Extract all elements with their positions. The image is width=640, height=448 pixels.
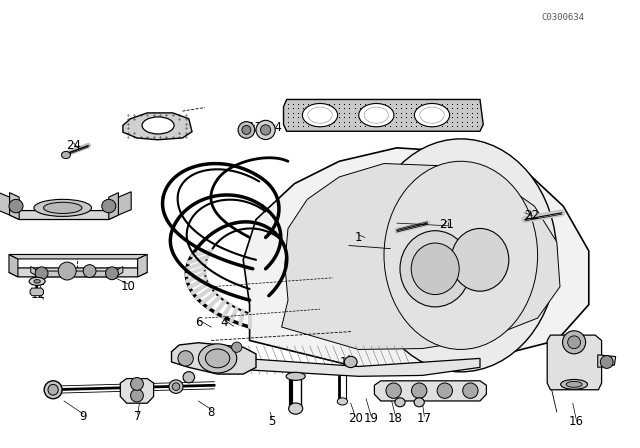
Polygon shape [547, 335, 602, 390]
Text: 14: 14 [268, 121, 283, 134]
Ellipse shape [566, 382, 582, 387]
Text: 3: 3 [155, 125, 163, 139]
Ellipse shape [183, 372, 195, 383]
Ellipse shape [198, 344, 237, 373]
Text: 21: 21 [439, 217, 454, 231]
Ellipse shape [395, 398, 405, 407]
Polygon shape [282, 164, 560, 349]
Polygon shape [374, 381, 486, 401]
Text: 24: 24 [66, 139, 81, 152]
Ellipse shape [44, 202, 82, 214]
Text: 12: 12 [31, 288, 46, 302]
Circle shape [568, 336, 580, 349]
Polygon shape [123, 113, 192, 140]
Circle shape [58, 262, 76, 280]
Ellipse shape [302, 103, 338, 127]
Polygon shape [31, 267, 123, 277]
Text: 1: 1 [355, 231, 362, 244]
Polygon shape [10, 193, 19, 220]
Circle shape [131, 378, 143, 390]
Ellipse shape [172, 383, 180, 390]
Ellipse shape [34, 199, 92, 216]
Polygon shape [9, 254, 147, 259]
Ellipse shape [414, 398, 424, 407]
Ellipse shape [561, 379, 588, 389]
Circle shape [238, 121, 255, 138]
Circle shape [131, 389, 143, 402]
Text: 17: 17 [417, 412, 432, 426]
Circle shape [386, 383, 401, 398]
Text: 16: 16 [568, 414, 584, 428]
Ellipse shape [102, 199, 116, 213]
Text: 4: 4 [220, 316, 228, 329]
Polygon shape [598, 355, 616, 367]
Circle shape [232, 342, 242, 352]
Polygon shape [30, 288, 44, 296]
Circle shape [106, 267, 118, 280]
Ellipse shape [9, 199, 23, 213]
Circle shape [35, 267, 48, 280]
Text: 7: 7 [134, 410, 141, 423]
Text: 19: 19 [364, 412, 379, 426]
Polygon shape [243, 148, 589, 367]
Polygon shape [9, 254, 18, 277]
Ellipse shape [451, 228, 509, 291]
Text: 13: 13 [247, 121, 262, 134]
Polygon shape [214, 345, 480, 376]
Ellipse shape [205, 349, 230, 368]
Circle shape [563, 331, 586, 354]
Circle shape [242, 125, 251, 134]
Ellipse shape [358, 103, 394, 127]
Ellipse shape [412, 243, 460, 295]
Ellipse shape [34, 280, 40, 283]
Polygon shape [284, 99, 483, 131]
Circle shape [412, 383, 427, 398]
Circle shape [437, 383, 452, 398]
Circle shape [463, 383, 478, 398]
Ellipse shape [337, 398, 348, 405]
Text: 6: 6 [195, 316, 202, 329]
Text: 20: 20 [348, 412, 363, 426]
Text: 15: 15 [339, 356, 355, 370]
Ellipse shape [400, 231, 470, 307]
Polygon shape [172, 343, 256, 374]
Text: 5: 5 [268, 414, 276, 428]
Text: 8: 8 [207, 405, 215, 419]
Ellipse shape [48, 384, 58, 395]
Ellipse shape [289, 403, 303, 414]
Ellipse shape [44, 381, 62, 399]
Text: C0300634: C0300634 [541, 13, 585, 22]
Polygon shape [109, 193, 118, 220]
Text: 9: 9 [79, 410, 87, 423]
Ellipse shape [61, 151, 70, 159]
Polygon shape [120, 379, 154, 403]
Circle shape [83, 265, 96, 277]
Polygon shape [0, 192, 10, 215]
Polygon shape [118, 192, 131, 215]
Ellipse shape [344, 357, 357, 367]
Ellipse shape [415, 103, 450, 127]
Polygon shape [138, 254, 147, 277]
Circle shape [260, 125, 271, 135]
Text: 10: 10 [120, 280, 136, 293]
Ellipse shape [384, 161, 538, 349]
Text: 2: 2 [456, 105, 463, 119]
Text: 18: 18 [388, 412, 403, 426]
Text: 11: 11 [31, 275, 46, 288]
Ellipse shape [169, 380, 183, 393]
Circle shape [178, 351, 193, 366]
Ellipse shape [142, 117, 174, 134]
Circle shape [600, 356, 613, 368]
Ellipse shape [286, 372, 305, 380]
Polygon shape [9, 268, 147, 277]
Polygon shape [10, 211, 118, 220]
Ellipse shape [365, 139, 557, 372]
Circle shape [256, 121, 275, 139]
Text: 22: 22 [524, 208, 539, 222]
Text: 23: 23 [66, 204, 81, 217]
Ellipse shape [29, 277, 45, 285]
